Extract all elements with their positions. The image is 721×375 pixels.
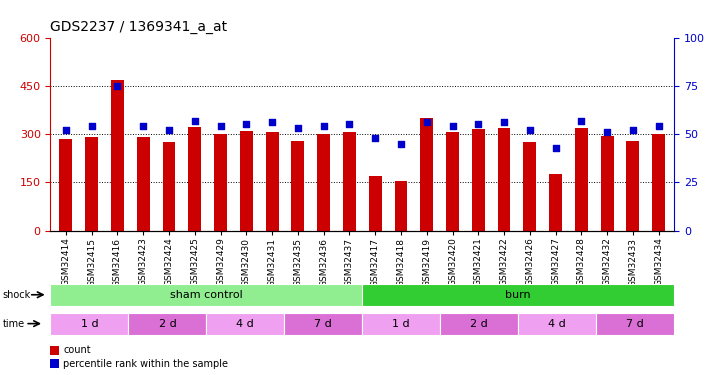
Point (524, 127, 536, 133)
Text: 4 d: 4 d (549, 319, 566, 328)
Text: 7 d: 7 d (314, 319, 332, 328)
Bar (653, 134, 665, 231)
Point (292, 125, 304, 131)
Point (447, 123, 459, 129)
Bar (394, 181, 407, 231)
Bar (214, 134, 227, 231)
Text: 1 d: 1 d (81, 319, 98, 328)
Text: 2 d: 2 d (159, 319, 176, 328)
Text: percentile rank within the sample: percentile rank within the sample (63, 358, 228, 369)
Bar (50, 346, 60, 355)
Bar (523, 142, 536, 231)
Bar (162, 142, 175, 231)
Bar (596, 313, 674, 334)
Bar (317, 134, 330, 231)
Point (60, 127, 71, 133)
Point (266, 120, 278, 126)
Text: time: time (3, 319, 25, 328)
Point (112, 83, 123, 89)
Bar (60, 139, 72, 231)
Bar (627, 141, 640, 231)
Bar (265, 132, 278, 231)
Bar (575, 128, 588, 231)
Bar (368, 176, 381, 231)
Bar (601, 136, 614, 231)
Point (318, 123, 329, 129)
Point (601, 129, 613, 135)
Point (421, 120, 433, 126)
Point (189, 117, 200, 123)
Bar (363, 284, 674, 306)
Bar (420, 118, 433, 231)
Point (498, 120, 510, 126)
Bar (111, 80, 124, 231)
Bar (549, 174, 562, 231)
Point (369, 135, 381, 141)
Bar (188, 127, 201, 231)
Bar (518, 313, 596, 334)
Point (627, 127, 639, 133)
Bar (50, 284, 363, 306)
Bar (497, 128, 510, 231)
Point (395, 141, 407, 147)
Bar (206, 313, 284, 334)
Bar (240, 131, 253, 231)
Text: sham control: sham control (170, 290, 243, 300)
Text: 7 d: 7 d (627, 319, 644, 328)
Point (653, 123, 665, 129)
Text: burn: burn (505, 290, 531, 300)
Point (138, 123, 149, 129)
Point (86, 123, 97, 129)
Bar (363, 313, 441, 334)
Bar (284, 313, 363, 334)
Point (472, 122, 484, 128)
Bar (446, 132, 459, 231)
Point (344, 122, 355, 128)
Text: GDS2237 / 1369341_a_at: GDS2237 / 1369341_a_at (50, 20, 228, 34)
Bar (128, 313, 206, 334)
Bar (441, 313, 518, 334)
Bar (85, 136, 98, 231)
Point (163, 127, 174, 133)
Point (550, 145, 562, 151)
Text: shock: shock (3, 290, 31, 300)
Text: count: count (63, 345, 91, 355)
Text: 4 d: 4 d (236, 319, 255, 328)
Bar (343, 132, 356, 231)
Text: 2 d: 2 d (470, 319, 488, 328)
Bar (472, 129, 485, 231)
Bar (137, 136, 150, 231)
Point (575, 117, 587, 123)
Point (241, 122, 252, 128)
Bar (291, 141, 304, 231)
Point (215, 123, 226, 129)
Text: 1 d: 1 d (392, 319, 410, 328)
Bar (50, 313, 128, 334)
Bar (50, 359, 60, 368)
